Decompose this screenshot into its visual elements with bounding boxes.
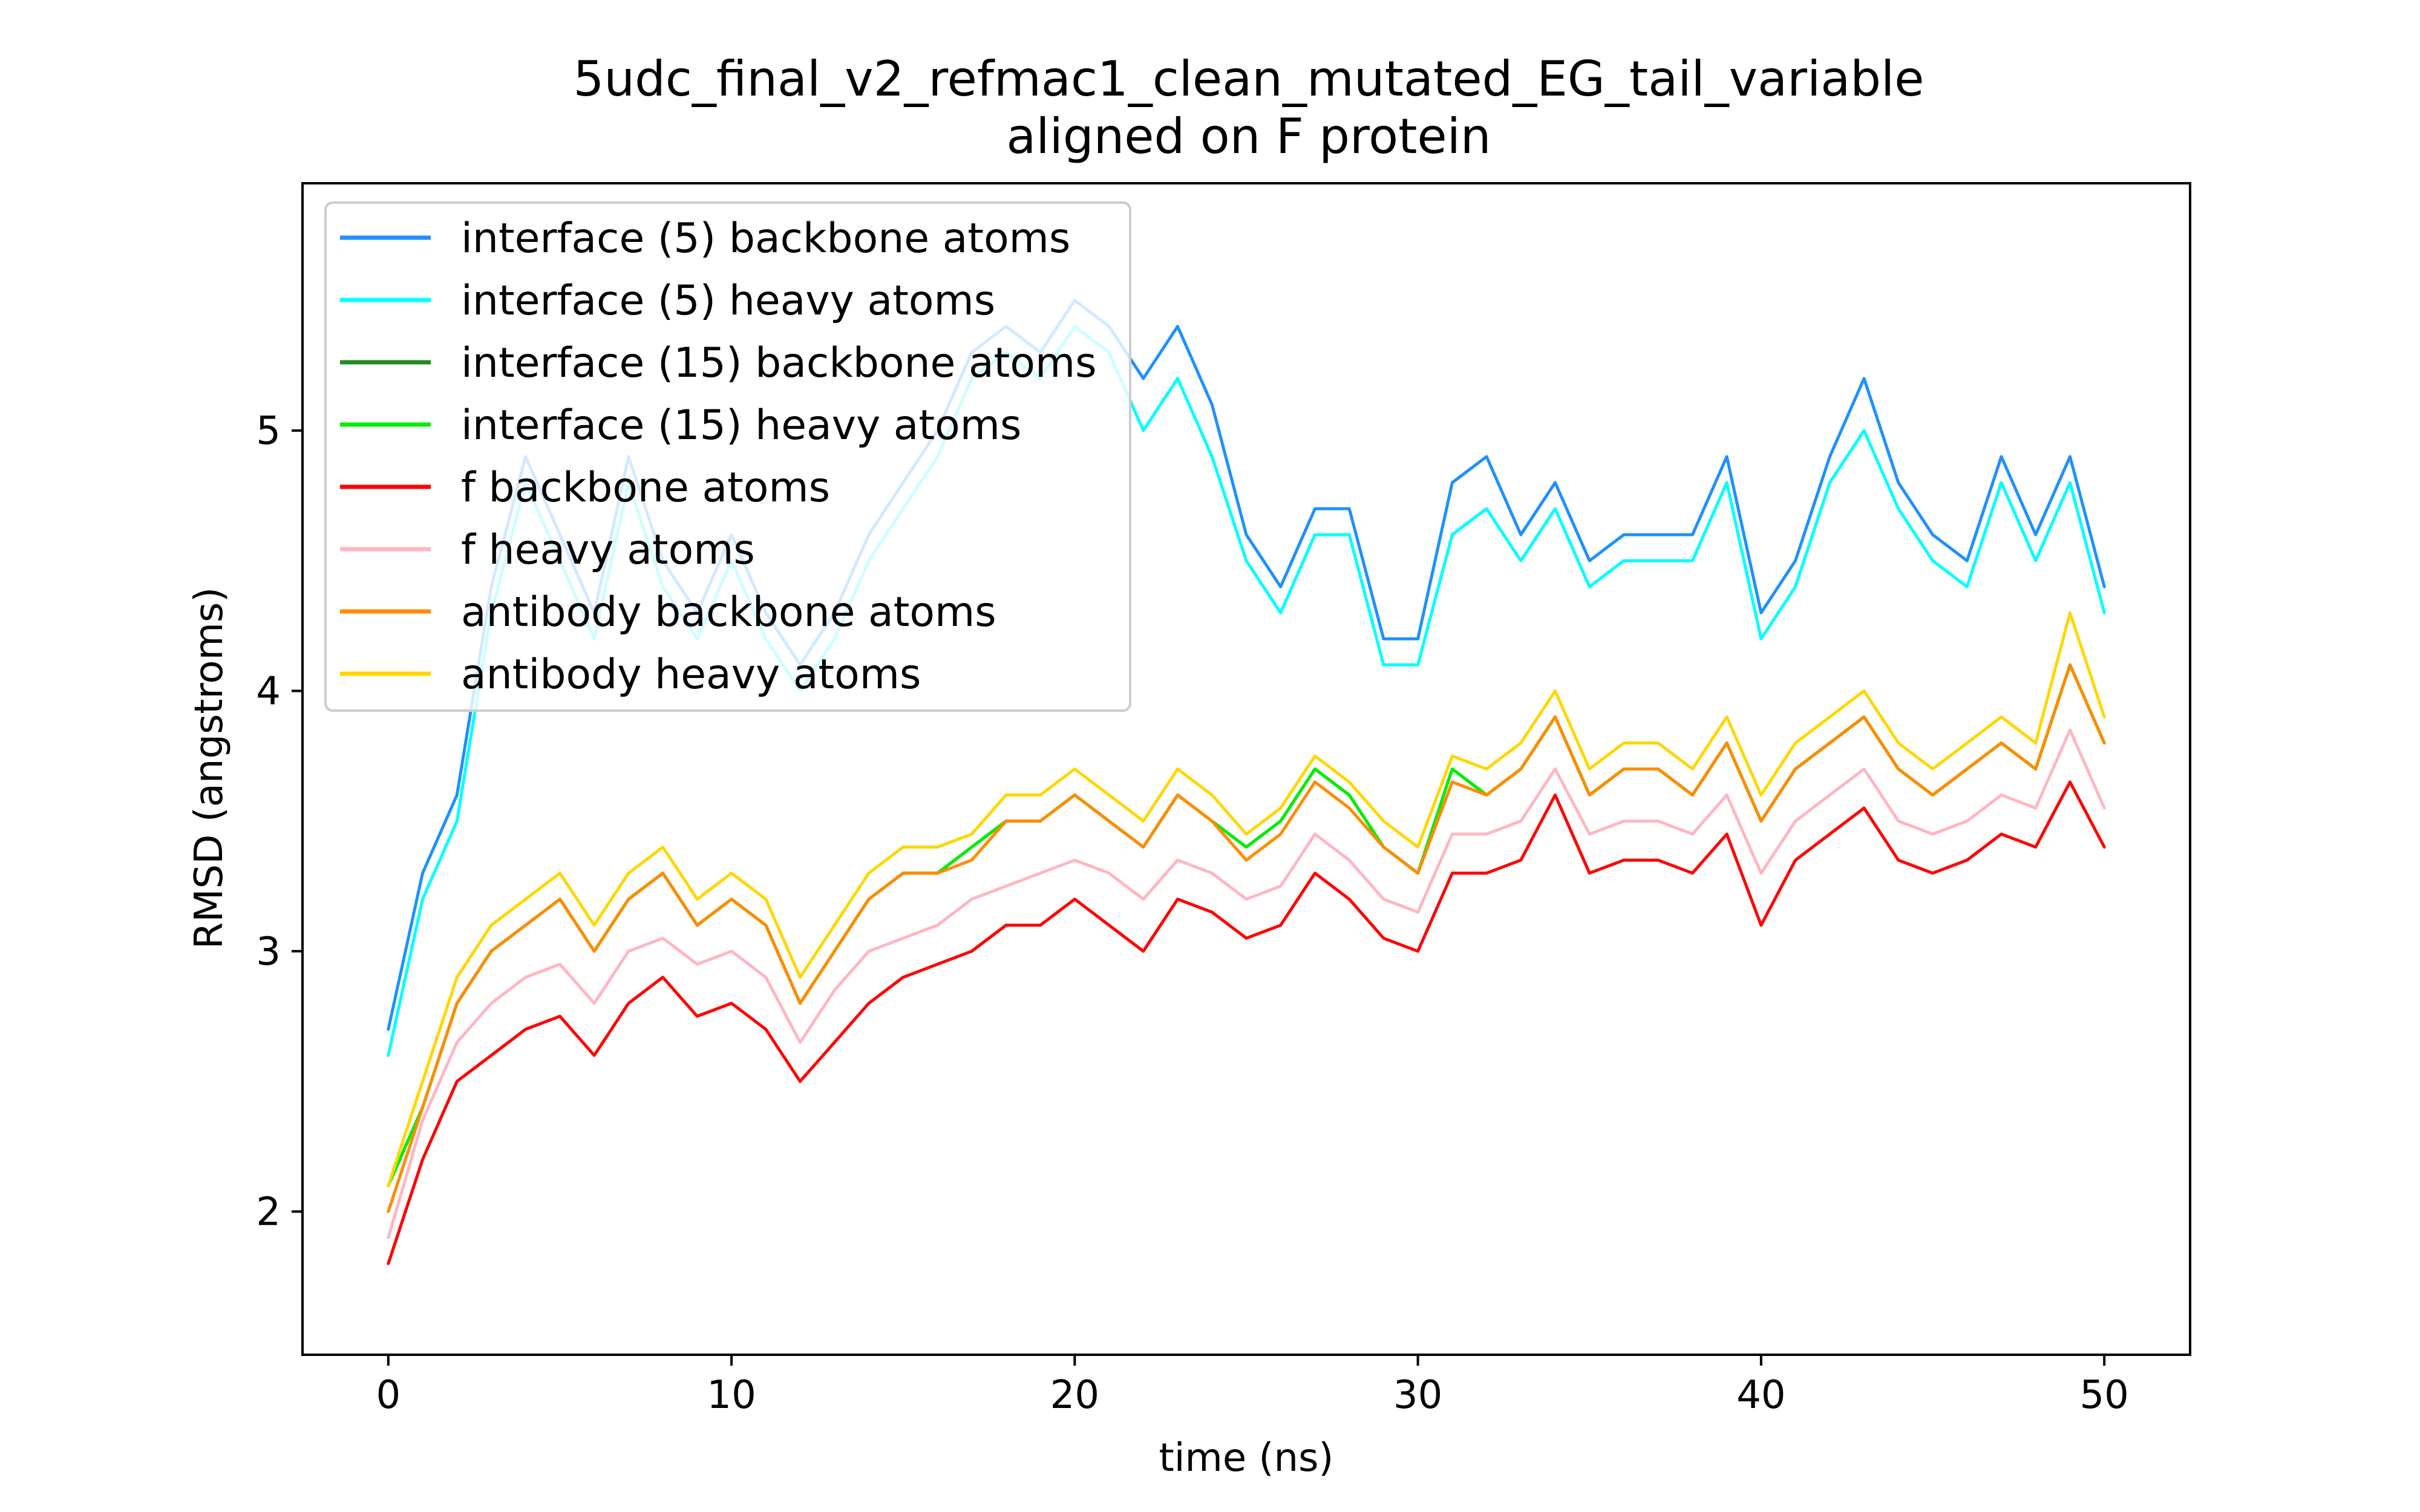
- series-line-5: [387, 728, 2106, 1239]
- series-layer: [387, 299, 2106, 1265]
- x-tick-label-3: 30: [1393, 1373, 1442, 1418]
- x-tick-label-1: 10: [707, 1373, 756, 1418]
- series-line-6: [387, 663, 2106, 1213]
- series-line-4: [387, 780, 2106, 1265]
- y-axis: 2 3 4 5: [256, 409, 302, 1234]
- legend-label-4: f backbone atoms: [461, 464, 830, 512]
- x-tick-label-4: 40: [1736, 1373, 1785, 1418]
- series-line-7: [387, 611, 2106, 1187]
- x-tick-label-5: 50: [2079, 1373, 2128, 1418]
- y-axis-label: RMSD (angstroms): [187, 587, 232, 949]
- y-tick-label-1: 3: [256, 930, 281, 974]
- legend-label-5: f heavy atoms: [461, 526, 755, 574]
- legend-box: [324, 201, 1131, 712]
- legend-label-1: interface (5) heavy atoms: [461, 277, 995, 325]
- y-tick-label-3: 5: [256, 409, 281, 454]
- legend-label-6: antibody backbone atoms: [461, 588, 996, 636]
- y-tick-label-0: 2: [256, 1190, 281, 1234]
- chart-subtitle: aligned on F protein: [1006, 108, 1491, 165]
- legend-label-2: interface (15) backbone atoms: [461, 339, 1097, 387]
- legend-label-3: interface (15) heavy atoms: [461, 402, 1021, 449]
- x-tick-label-2: 20: [1050, 1373, 1099, 1418]
- legend: interface (5) backbone atoms interface (5…: [324, 201, 1131, 712]
- legend-label-7: antibody heavy atoms: [461, 651, 921, 699]
- x-axis: 0 10 20 30 40 50: [376, 1355, 2129, 1418]
- x-tick-label-0: 0: [376, 1373, 401, 1418]
- chart-title: 5udc_final_v2_refmac1_clean_mutated_EG_t…: [574, 51, 1925, 107]
- plot-frame: [301, 182, 2191, 1356]
- x-axis-label: time (ns): [1159, 1436, 1334, 1481]
- y-tick-label-2: 4: [256, 669, 281, 714]
- legend-label-0: interface (5) backbone atoms: [461, 215, 1070, 262]
